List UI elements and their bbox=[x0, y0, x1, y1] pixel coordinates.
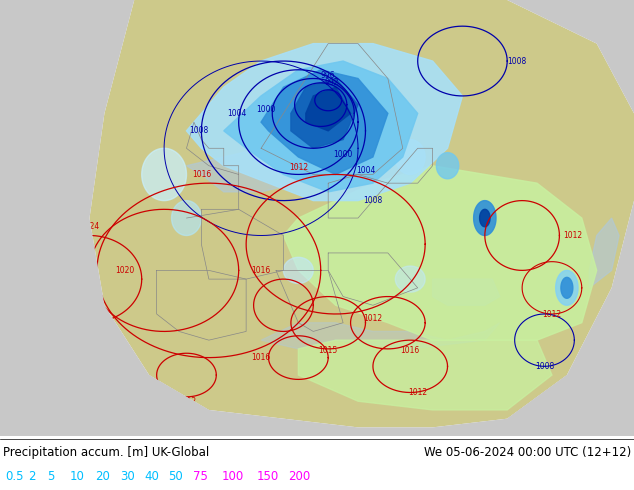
Polygon shape bbox=[561, 277, 573, 298]
Text: 20: 20 bbox=[95, 470, 110, 483]
Text: Precipitation accum. [m] UK-Global: Precipitation accum. [m] UK-Global bbox=[3, 446, 209, 459]
Text: 30: 30 bbox=[120, 470, 135, 483]
Text: 1008: 1008 bbox=[507, 56, 526, 66]
Text: 1012: 1012 bbox=[289, 163, 308, 172]
Text: 1016: 1016 bbox=[252, 353, 271, 362]
Text: 40: 40 bbox=[145, 470, 159, 483]
Polygon shape bbox=[261, 323, 500, 349]
Text: 1016: 1016 bbox=[401, 346, 420, 355]
Text: 1012: 1012 bbox=[363, 314, 382, 323]
Text: 10: 10 bbox=[70, 470, 84, 483]
Text: 1004: 1004 bbox=[356, 166, 375, 175]
Text: 1016: 1016 bbox=[252, 266, 271, 275]
Text: 1012: 1012 bbox=[408, 388, 427, 397]
Polygon shape bbox=[186, 44, 462, 200]
Text: 1016: 1016 bbox=[191, 170, 211, 179]
Text: We 05-06-2024 00:00 UTC (12+12): We 05-06-2024 00:00 UTC (12+12) bbox=[424, 446, 631, 459]
Text: 1008: 1008 bbox=[363, 196, 382, 205]
Text: 5: 5 bbox=[48, 470, 55, 483]
Polygon shape bbox=[479, 209, 490, 227]
Polygon shape bbox=[172, 200, 202, 236]
Text: 1000: 1000 bbox=[257, 104, 276, 114]
Text: 75: 75 bbox=[193, 470, 208, 483]
Polygon shape bbox=[261, 70, 388, 174]
Polygon shape bbox=[89, 0, 634, 427]
Polygon shape bbox=[474, 200, 496, 236]
Polygon shape bbox=[291, 78, 358, 148]
Polygon shape bbox=[299, 340, 552, 410]
Text: 1012: 1012 bbox=[177, 397, 196, 406]
Text: 1008: 1008 bbox=[190, 126, 209, 135]
Text: 996: 996 bbox=[321, 71, 335, 80]
Polygon shape bbox=[283, 166, 597, 340]
Polygon shape bbox=[306, 87, 351, 131]
Text: 2: 2 bbox=[29, 470, 36, 483]
Polygon shape bbox=[396, 266, 425, 292]
Polygon shape bbox=[396, 140, 425, 174]
Polygon shape bbox=[555, 270, 578, 305]
Text: 100: 100 bbox=[222, 470, 244, 483]
Text: 1012: 1012 bbox=[563, 231, 582, 240]
Polygon shape bbox=[283, 257, 313, 283]
Text: 150: 150 bbox=[257, 470, 279, 483]
Polygon shape bbox=[432, 279, 500, 305]
Polygon shape bbox=[0, 0, 209, 436]
Polygon shape bbox=[436, 153, 459, 179]
Polygon shape bbox=[0, 375, 634, 436]
Text: 1024: 1024 bbox=[80, 222, 99, 231]
Text: 1008: 1008 bbox=[535, 362, 554, 371]
Text: 1015: 1015 bbox=[318, 346, 338, 355]
Polygon shape bbox=[0, 0, 134, 131]
Polygon shape bbox=[186, 148, 313, 192]
Polygon shape bbox=[142, 148, 186, 200]
Polygon shape bbox=[224, 61, 418, 192]
Text: 1012: 1012 bbox=[543, 310, 562, 318]
Text: 1000: 1000 bbox=[333, 150, 353, 159]
Text: 992: 992 bbox=[325, 78, 339, 87]
Text: 1004: 1004 bbox=[227, 109, 246, 118]
Text: 1020: 1020 bbox=[115, 266, 134, 275]
Polygon shape bbox=[507, 0, 634, 436]
Text: 0.5: 0.5 bbox=[5, 470, 23, 483]
Polygon shape bbox=[589, 218, 619, 288]
Text: 50: 50 bbox=[168, 470, 183, 483]
Text: 200: 200 bbox=[288, 470, 311, 483]
